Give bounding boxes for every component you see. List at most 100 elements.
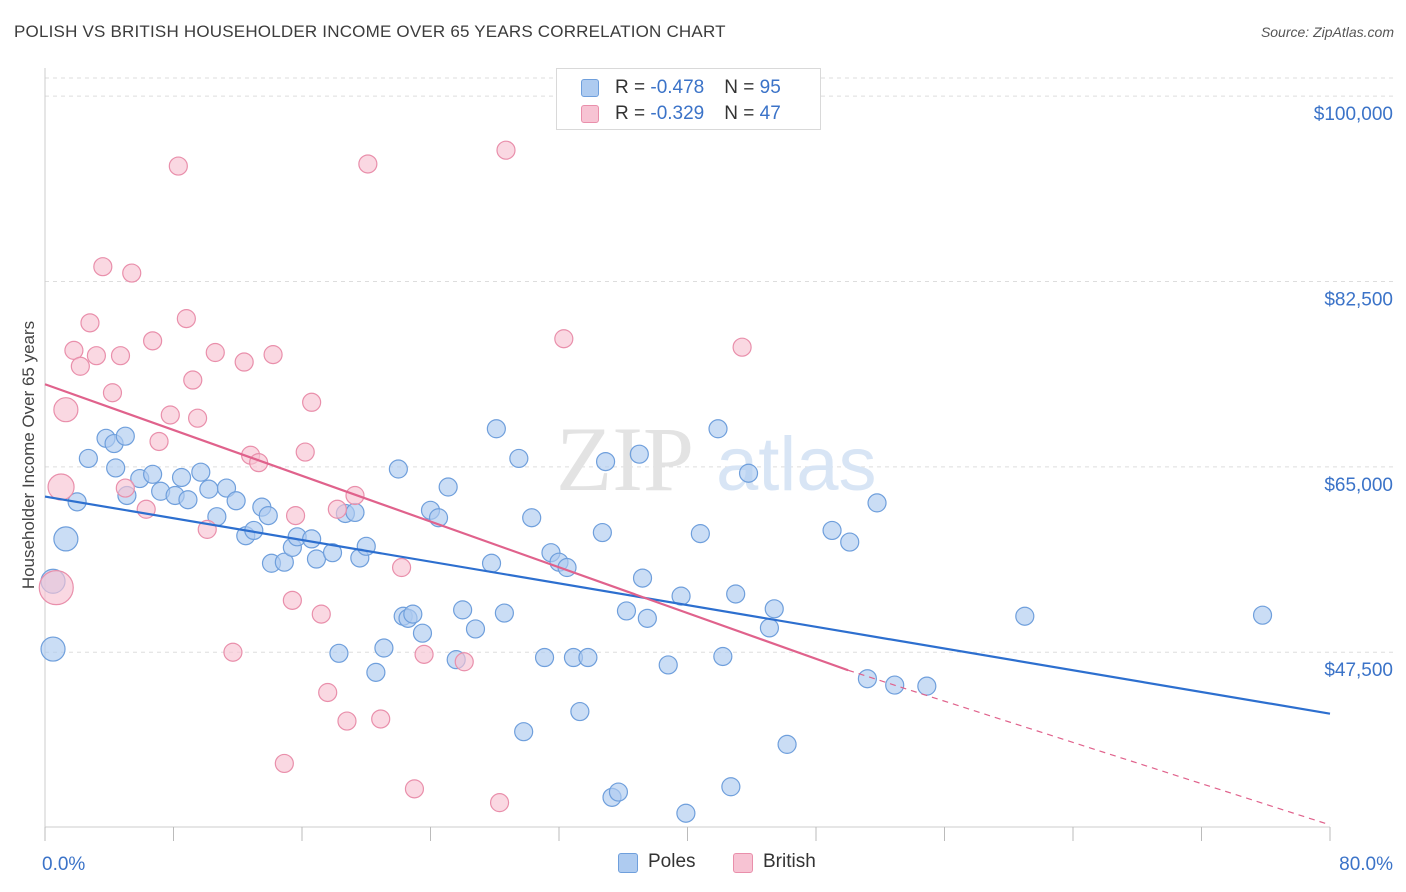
british-point [110,346,131,366]
poles-point [637,608,657,628]
poles-point [514,722,534,742]
british-point [318,682,338,703]
n-value-british: 47 [759,103,781,124]
british-point [337,711,357,731]
british-point [327,499,347,519]
british-point [70,356,90,376]
poles-point [53,526,79,552]
british-trend-line [44,383,849,672]
y-tick-label: $65,000 [1324,475,1393,496]
source-label: Source: ZipAtlas.com [1260,24,1394,40]
british-point [143,331,163,351]
series-legend: Poles British [0,851,1406,877]
british-point [86,346,107,366]
british-point [183,370,203,390]
poles-point [534,647,555,668]
r-value-poles: -0.478 [650,77,705,98]
poles-point [726,584,746,604]
poles-point [302,529,322,549]
british-point [160,405,180,425]
stats-legend: R = -0.478 N = 95 R = -0.329 N = 47 [556,68,821,130]
poles-point [494,603,514,623]
poles-point [1015,606,1035,626]
poles-point [721,777,741,797]
poles-point [777,734,797,754]
poles-point [632,568,653,588]
british-point [454,652,474,672]
poles-point [658,655,678,675]
british-point [168,156,188,176]
x-tick-label: 80.0% [1339,854,1393,875]
poles-point [616,601,637,621]
british-point [102,383,123,403]
poles-point [438,477,458,497]
legend-label-poles: Poles [648,851,696,872]
poles-point [713,646,733,667]
british-point [295,442,315,462]
british-swatch [581,105,599,123]
poles-point [708,419,728,439]
british-point [187,408,208,428]
poles-point [178,490,198,510]
watermark-atlas: atlas [716,422,877,507]
british-point [302,392,322,412]
british-point [149,431,169,452]
poles-point [917,676,937,696]
poles-point [78,448,98,469]
british-point [263,345,283,365]
poles-point [329,643,349,663]
british-point [285,506,306,526]
axes [44,68,1331,841]
poles-legend-swatch [618,853,638,873]
poles-point [226,491,246,511]
poles-trend-line [44,495,1331,715]
poles-point [306,549,327,569]
poles-point [764,599,784,619]
poles-point [1252,605,1273,625]
y-tick-label: $100,000 [1314,104,1393,125]
british-point [404,779,425,799]
poles-point [822,520,842,541]
british-point [358,154,378,174]
poles-point [143,464,163,484]
british-point [205,342,225,363]
british-point [176,309,196,329]
poles-point [608,782,629,802]
poles-point [453,600,473,620]
poles-point [486,419,506,439]
poles-point [592,522,612,543]
legend-label-british: British [763,851,816,872]
poles-point [481,553,502,573]
n-label: N = [724,103,760,124]
british-point [274,753,294,774]
n-label: N = [724,77,760,98]
poles-swatch [581,79,599,97]
british-point [496,140,516,160]
x-tick-label: 0.0% [42,854,85,875]
poles-point [867,493,887,513]
r-label: R = [615,103,651,124]
british-point [53,397,79,423]
poles-point [216,478,237,498]
british-trend-extension [847,669,1331,826]
poles-point [274,552,294,572]
poles-point [412,623,433,643]
british-point [371,709,391,729]
poles-point [366,662,386,682]
poles-point [258,506,278,526]
poles-point [570,701,590,722]
british-point [115,478,135,498]
poles-point [578,647,598,668]
chart-title: POLISH VS BRITISH HOUSEHOLDER INCOME OVE… [14,22,726,41]
poles-point [595,451,616,472]
british-point [391,557,412,578]
trend-lines [44,383,1331,826]
british-point [489,793,510,813]
british-point [234,352,254,372]
r-value-british: -0.329 [650,103,705,124]
poles-point [840,532,860,552]
british-legend-swatch [733,853,753,873]
poles-point [115,426,135,446]
r-label: R = [615,77,651,98]
